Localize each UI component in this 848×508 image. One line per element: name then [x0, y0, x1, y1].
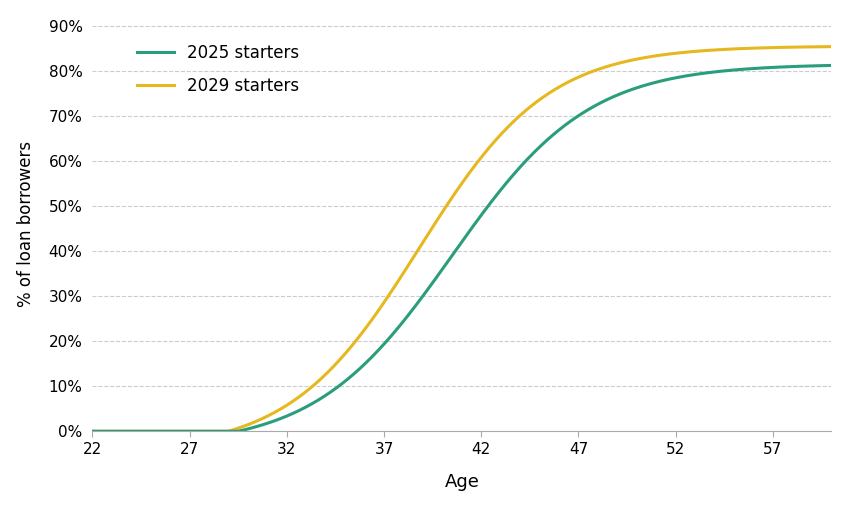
2025 starters — [87, 428, 98, 434]
Y-axis label: % of loan borrowers: % of loan borrowers — [17, 141, 35, 307]
2025 starters — [594, 100, 605, 106]
2029 starters — [594, 66, 605, 72]
2029 starters — [87, 428, 98, 434]
2029 starters — [386, 289, 396, 295]
2029 starters — [677, 50, 687, 56]
2029 starters — [413, 247, 423, 253]
2025 starters — [413, 300, 423, 306]
X-axis label: Age: Age — [444, 473, 479, 491]
2029 starters — [163, 428, 173, 434]
Line: 2029 starters: 2029 starters — [92, 47, 831, 431]
2025 starters — [826, 62, 836, 69]
2029 starters — [826, 44, 836, 50]
2025 starters — [386, 333, 396, 339]
2025 starters — [663, 76, 673, 82]
Legend: 2025 starters, 2029 starters: 2025 starters, 2029 starters — [131, 38, 305, 102]
2025 starters — [163, 428, 173, 434]
2025 starters — [677, 74, 687, 80]
Line: 2025 starters: 2025 starters — [92, 66, 831, 431]
2029 starters — [663, 51, 673, 57]
